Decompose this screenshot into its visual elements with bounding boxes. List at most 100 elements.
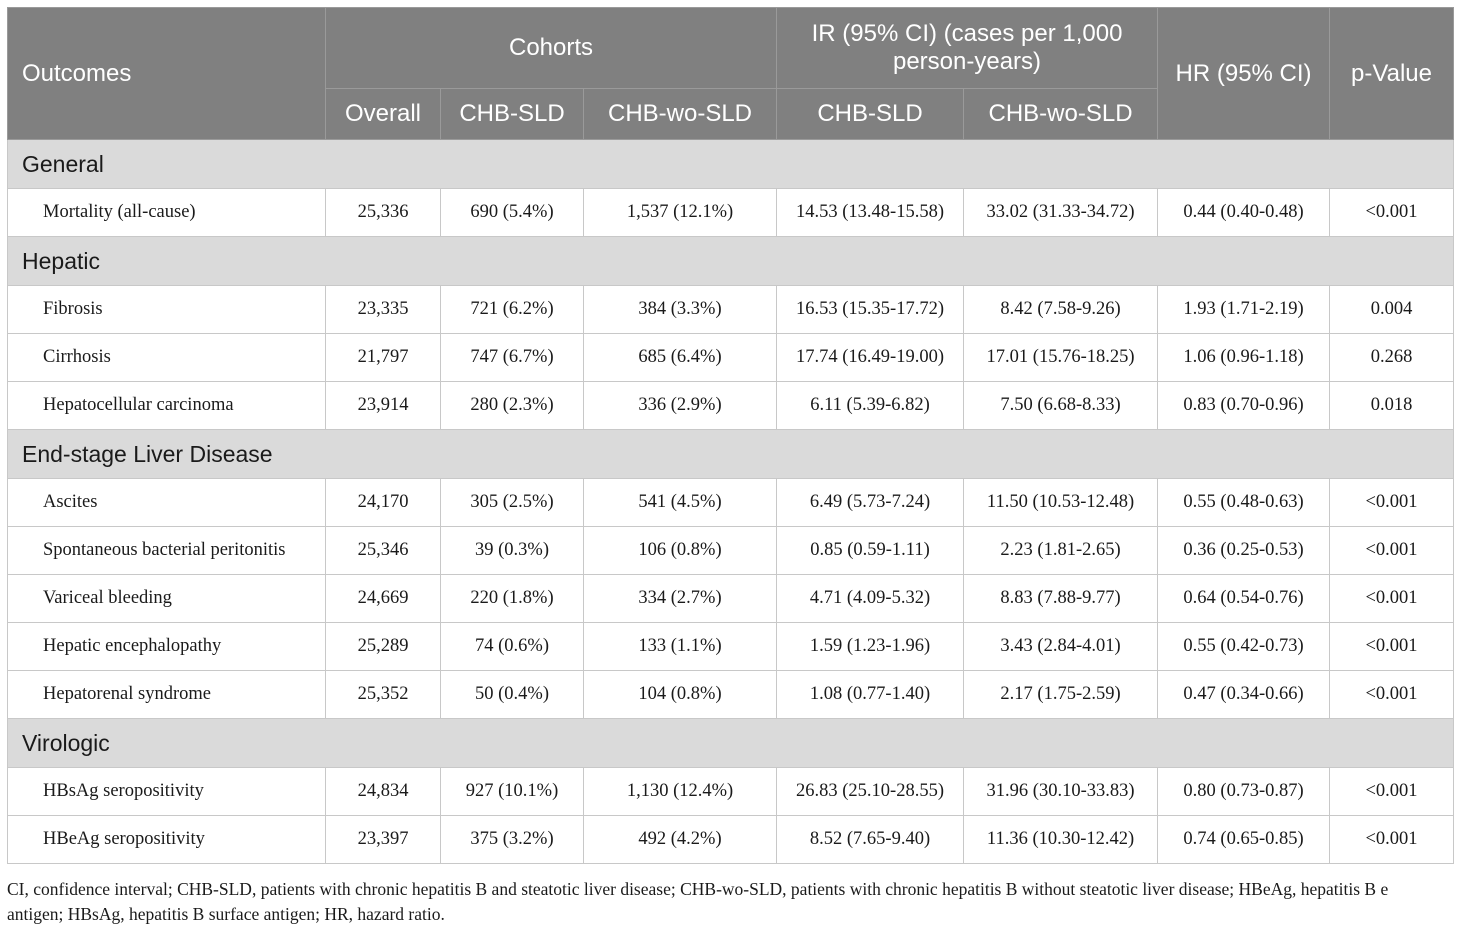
outcome-name-cell: Ascites — [7, 478, 326, 527]
outcome-name-cell: Cirrhosis — [7, 333, 326, 382]
section-row: General — [6, 139, 1455, 189]
hazard-ratio-cell: 0.55 (0.42-0.73) — [1157, 622, 1331, 671]
outcomes-table-container: Outcomes Cohorts IR (95% CI) (cases per … — [6, 7, 1455, 864]
ir-chb-sld-cell: 26.83 (25.10-28.55) — [776, 767, 965, 816]
section-row: Hepatic — [6, 236, 1455, 286]
ir-chb-sld-cell: 1.08 (0.77-1.40) — [776, 670, 965, 719]
subheader-cohort-chb-sld: CHB-SLD — [440, 88, 584, 140]
hazard-ratio-cell: 0.47 (0.34-0.66) — [1157, 670, 1331, 719]
subheader-overall: Overall — [325, 88, 441, 140]
p-value-cell: 0.004 — [1329, 285, 1455, 334]
table-row: Ascites 24,170 305 (2.5%) 541 (4.5%) 6.49 (5… — [7, 478, 1455, 527]
footnote-line-1: CI, confidence interval; CHB-SLD, patien… — [7, 879, 1389, 899]
cohort-chb-wo-sld-cell: 1,130 (12.4%) — [582, 767, 778, 816]
p-value-cell: <0.001 — [1329, 526, 1455, 575]
ir-chb-wo-sld-cell: 11.36 (10.30-12.42) — [963, 815, 1159, 864]
cohort-chb-sld-cell: 280 (2.3%) — [440, 381, 584, 430]
p-value-cell: <0.001 — [1329, 478, 1455, 527]
cohort-chb-sld-cell: 375 (3.2%) — [440, 815, 584, 864]
overall-count-cell: 21,797 — [325, 333, 441, 382]
outcome-name-cell: Mortality (all-cause) — [7, 188, 326, 237]
cohort-chb-sld-cell: 39 (0.3%) — [440, 526, 584, 575]
hazard-ratio-cell: 0.80 (0.73-0.87) — [1157, 767, 1331, 816]
table-row: Hepatic encephalopathy 25,289 74 (0.6%) 133… — [7, 622, 1455, 671]
hazard-ratio-cell: 1.93 (1.71-2.19) — [1157, 285, 1331, 334]
p-value-cell: 0.018 — [1329, 381, 1455, 430]
hazard-ratio-cell: 0.44 (0.40-0.48) — [1157, 188, 1331, 237]
ir-chb-sld-cell: 8.52 (7.65-9.40) — [776, 815, 965, 864]
cohort-chb-sld-cell: 220 (1.8%) — [440, 574, 584, 623]
ir-chb-wo-sld-cell: 31.96 (30.10-33.83) — [963, 767, 1159, 816]
overall-count-cell: 25,289 — [325, 622, 441, 671]
outcome-name-cell: Hepatorenal syndrome — [7, 670, 326, 719]
overall-count-cell: 24,669 — [325, 574, 441, 623]
header-ir-line2: person-years) — [892, 48, 1042, 75]
table-row: HBsAg seropositivity 24,834 927 (10.1%) 1,1… — [7, 767, 1455, 816]
table-row: Cirrhosis 21,797 747 (6.7%) 685 (6.4%) 17.74… — [7, 333, 1455, 382]
ir-chb-wo-sld-cell: 17.01 (15.76-18.25) — [963, 333, 1159, 382]
header-outcomes: Outcomes — [7, 7, 326, 140]
table-row: Fibrosis 23,335 721 (6.2%) 384 (3.3%) 16.53 … — [7, 285, 1455, 334]
ir-chb-sld-cell: 1.59 (1.23-1.96) — [776, 622, 965, 671]
subheader-ir-chb-sld: CHB-SLD — [776, 88, 965, 140]
ir-chb-sld-cell: 17.74 (16.49-19.00) — [776, 333, 965, 382]
hazard-ratio-cell: 0.74 (0.65-0.85) — [1157, 815, 1331, 864]
ir-chb-wo-sld-cell: 11.50 (10.53-12.48) — [963, 478, 1159, 527]
overall-count-cell: 24,170 — [325, 478, 441, 527]
ir-chb-wo-sld-cell: 2.17 (1.75-2.59) — [963, 670, 1159, 719]
hazard-ratio-cell: 0.55 (0.48-0.63) — [1157, 478, 1331, 527]
cohort-chb-sld-cell: 747 (6.7%) — [440, 333, 584, 382]
cohort-chb-wo-sld-cell: 492 (4.2%) — [582, 815, 778, 864]
p-value-cell: <0.001 — [1329, 767, 1455, 816]
section-row: End-stage Liver Disease — [6, 429, 1455, 479]
p-value-cell: <0.001 — [1329, 815, 1455, 864]
ir-chb-sld-cell: 16.53 (15.35-17.72) — [776, 285, 965, 334]
cohort-chb-sld-cell: 74 (0.6%) — [440, 622, 584, 671]
cohort-chb-wo-sld-cell: 334 (2.7%) — [582, 574, 778, 623]
outcome-name-cell: Variceal bleeding — [7, 574, 326, 623]
hazard-ratio-cell: 0.64 (0.54-0.76) — [1157, 574, 1331, 623]
overall-count-cell: 23,914 — [325, 381, 441, 430]
overall-count-cell: 24,834 — [325, 767, 441, 816]
hazard-ratio-cell: 0.83 (0.70-0.96) — [1157, 381, 1331, 430]
ir-chb-sld-cell: 0.85 (0.59-1.11) — [776, 526, 965, 575]
cohort-chb-sld-cell: 721 (6.2%) — [440, 285, 584, 334]
overall-count-cell: 25,352 — [325, 670, 441, 719]
p-value-cell: <0.001 — [1329, 188, 1455, 237]
ir-chb-sld-cell: 14.53 (13.48-15.58) — [776, 188, 965, 237]
p-value-cell: <0.001 — [1329, 670, 1455, 719]
outcome-name-cell: Hepatic encephalopathy — [7, 622, 326, 671]
header-p-value: p-Value — [1329, 7, 1455, 140]
cohort-chb-wo-sld-cell: 1,537 (12.1%) — [582, 188, 778, 237]
table-row: HBeAg seropositivity 23,397 375 (3.2%) 492 … — [7, 815, 1455, 864]
overall-count-cell: 23,335 — [325, 285, 441, 334]
ir-chb-wo-sld-cell: 8.83 (7.88-9.77) — [963, 574, 1159, 623]
cohort-chb-sld-cell: 927 (10.1%) — [440, 767, 584, 816]
outcome-name-cell: Fibrosis — [7, 285, 326, 334]
header-hazard-ratio: HR (95% CI) — [1157, 7, 1331, 140]
footnote-line-2: antigen; HBsAg, hepatitis B surface anti… — [7, 904, 445, 924]
ir-chb-wo-sld-cell: 33.02 (31.33-34.72) — [963, 188, 1159, 237]
cohort-chb-sld-cell: 305 (2.5%) — [440, 478, 584, 527]
ir-chb-sld-cell: 6.11 (5.39-6.82) — [776, 381, 965, 430]
section-title: Virologic — [6, 718, 1455, 768]
cohort-chb-wo-sld-cell: 133 (1.1%) — [582, 622, 778, 671]
p-value-cell: 0.268 — [1329, 333, 1455, 382]
ir-chb-wo-sld-cell: 8.42 (7.58-9.26) — [963, 285, 1159, 334]
ir-chb-wo-sld-cell: 2.23 (1.81-2.65) — [963, 526, 1159, 575]
outcome-name-cell: HBsAg seropositivity — [7, 767, 326, 816]
cohort-chb-wo-sld-cell: 106 (0.8%) — [582, 526, 778, 575]
table-row: Hepatocellular carcinoma 23,914 280 (2.3%)… — [7, 381, 1455, 430]
ir-chb-wo-sld-cell: 7.50 (6.68-8.33) — [963, 381, 1159, 430]
subheader-cohort-chb-wo-sld: CHB-wo-SLD — [582, 88, 778, 140]
cohort-chb-wo-sld-cell: 104 (0.8%) — [582, 670, 778, 719]
table-footnote: CI, confidence interval; CHB-SLD, patien… — [7, 877, 1455, 927]
cohort-chb-wo-sld-cell: 685 (6.4%) — [582, 333, 778, 382]
hazard-ratio-cell: 0.36 (0.25-0.53) — [1157, 526, 1331, 575]
cohort-chb-wo-sld-cell: 384 (3.3%) — [582, 285, 778, 334]
outcome-name-cell: HBeAg seropositivity — [7, 815, 326, 864]
cohort-chb-sld-cell: 690 (5.4%) — [440, 188, 584, 237]
table-row: Spontaneous bacterial peritonitis 25,346 3… — [7, 526, 1455, 575]
section-title: End-stage Liver Disease — [6, 429, 1455, 479]
section-title: General — [6, 139, 1455, 189]
